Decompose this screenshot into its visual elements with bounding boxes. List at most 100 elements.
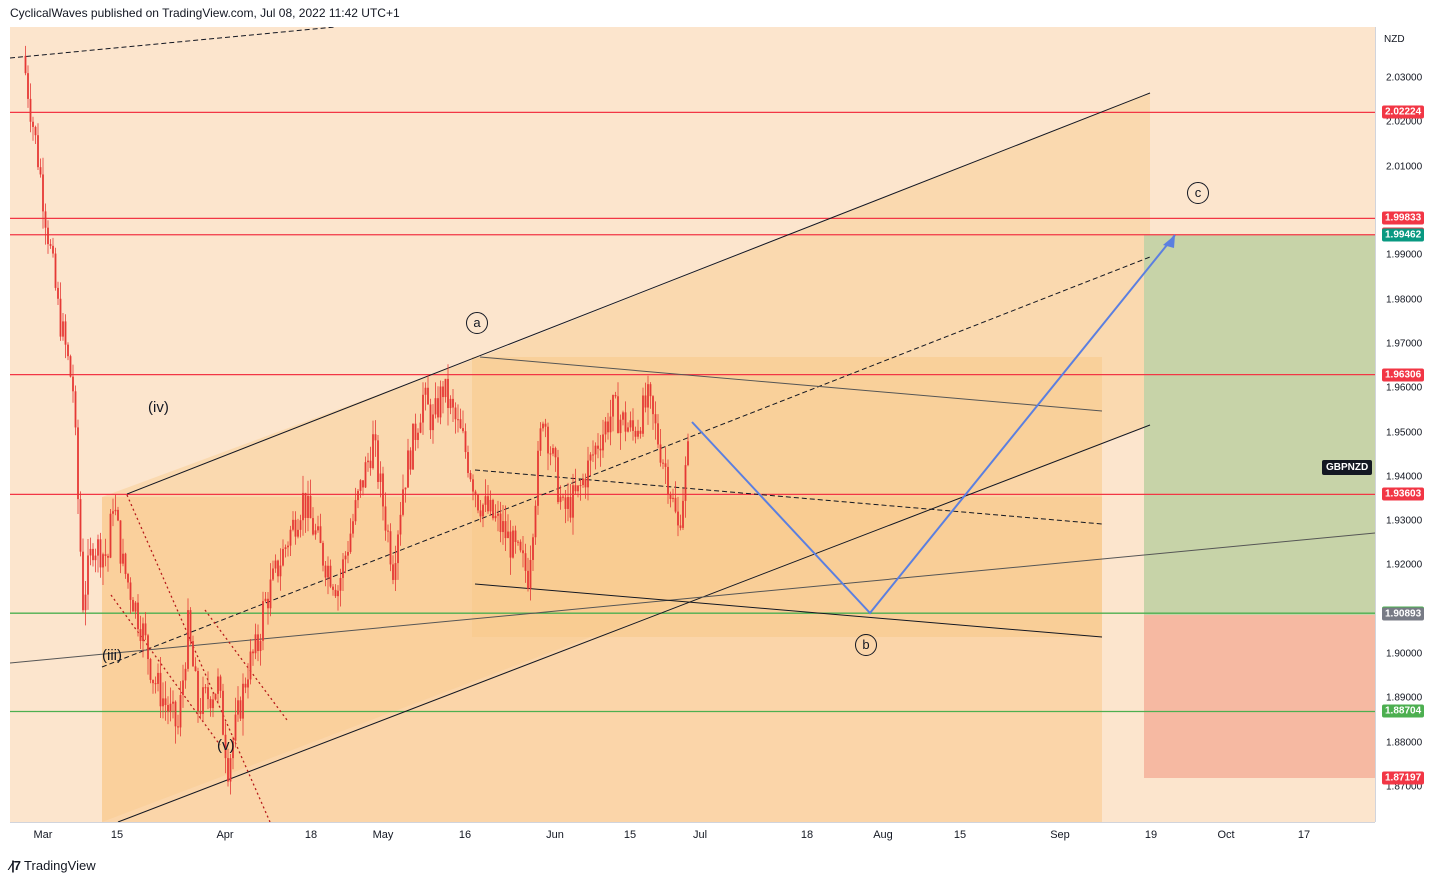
tradingview-footer[interactable]: ⁄|7 TradingView [10, 858, 96, 873]
candle-body [109, 513, 112, 558]
price-tick: 2.02000 [1386, 116, 1423, 128]
price-tick: 1.89000 [1386, 692, 1423, 704]
candle-body [227, 758, 229, 782]
candle-body [437, 398, 439, 418]
projected-path [691, 234, 1176, 615]
candle-body [464, 431, 467, 453]
candle-body [399, 514, 402, 535]
candle-body [472, 479, 474, 492]
candle-body [319, 526, 322, 543]
candle-body [37, 135, 39, 168]
candle-body [74, 391, 77, 428]
candle-body [374, 434, 377, 441]
price-label: 1.99462 [1382, 228, 1425, 242]
upper-dashed-trendline [10, 27, 336, 59]
candle-body [497, 513, 499, 516]
candle-body [604, 421, 607, 435]
candle-body [357, 490, 359, 501]
candle-body [479, 510, 482, 517]
candle-body [492, 499, 494, 519]
price-label: 1.87197 [1382, 771, 1425, 785]
candle-body [379, 473, 382, 482]
candle-body [204, 687, 207, 689]
candle-body [197, 671, 199, 712]
candle-body [89, 548, 92, 556]
chart-svg[interactable] [10, 27, 1375, 822]
candle-body [649, 384, 652, 397]
candle-body [304, 492, 307, 518]
candle-body [172, 701, 174, 704]
correction-mid-dashed-line [474, 469, 1103, 525]
candle-body [624, 412, 627, 432]
candle-body [459, 419, 462, 429]
candle-body [617, 396, 619, 434]
candle-body [49, 244, 52, 246]
candle-body [602, 434, 604, 451]
time-tick: Jun [546, 829, 564, 841]
time-tick: 15 [110, 829, 124, 841]
candle-body [79, 499, 82, 552]
time-tick: 16 [458, 829, 472, 841]
candle-body [417, 432, 419, 440]
time-tick: Apr [216, 829, 234, 841]
candle-body [557, 457, 559, 503]
candle-body [289, 529, 292, 546]
candle-body [344, 555, 347, 560]
candle-body [547, 426, 549, 454]
candle-body [447, 378, 449, 409]
candle-body [244, 683, 247, 688]
candle-body [627, 427, 629, 432]
time-axis[interactable]: Mar 15 Apr 18 May 16 Jun 15 Jul 18 Aug 15 Sep 19 Oct 17 [10, 822, 1375, 849]
candle-body [427, 387, 429, 405]
candle-body [509, 531, 512, 558]
price-tick: 1.87000 [1386, 781, 1423, 793]
candle-body [209, 699, 212, 709]
candle-body [369, 460, 372, 469]
candle-body [684, 465, 687, 501]
wave-label-iii: (iii) [102, 647, 122, 664]
candle-body [489, 499, 492, 512]
price-tick: 1.93000 [1386, 515, 1423, 527]
wave-label-c: c [1187, 182, 1209, 204]
candle-body [207, 687, 209, 700]
candle-body [332, 586, 334, 590]
candle-body [607, 421, 609, 433]
candle-body [664, 463, 667, 467]
price-axis[interactable]: NZD 2.03000 2.02000 2.01000 1.99000 1.98000 1… [1375, 27, 1440, 822]
candle-body [157, 672, 159, 684]
candle-body [589, 454, 592, 461]
candle-body [507, 531, 509, 539]
candle-body [137, 602, 139, 630]
candle-body [284, 547, 287, 549]
candle-body [669, 494, 672, 499]
candle-body [322, 542, 324, 566]
candle-body [107, 555, 109, 558]
candle-body [354, 500, 357, 522]
candle-body [264, 598, 267, 602]
candle-body [474, 491, 477, 496]
candle-body [92, 548, 94, 561]
candle-body [324, 565, 327, 578]
candle-body [39, 167, 42, 175]
candle-body [639, 430, 642, 434]
candle-body [199, 711, 202, 714]
candle-body [494, 515, 497, 519]
candle-body [127, 573, 129, 583]
candle-body [452, 398, 454, 408]
symbol-badge: GBPNZD [1322, 460, 1373, 475]
candle-body [254, 634, 257, 654]
candle-body [219, 676, 222, 691]
price-tick: 1.98000 [1386, 294, 1423, 306]
candle-body [242, 683, 244, 719]
candle-body [349, 533, 352, 552]
candle-body [662, 462, 664, 464]
candle-body [87, 555, 89, 595]
chart-plot-area[interactable]: (iv) (iii) (v) a b c GBPNZD [10, 27, 1375, 822]
candle-body [519, 541, 522, 551]
candle-body [104, 554, 107, 556]
candle-body [124, 553, 127, 574]
price-label: 1.88704 [1382, 704, 1425, 718]
candle-body [294, 519, 297, 537]
candle-body [362, 480, 364, 488]
candle-body [334, 589, 337, 597]
